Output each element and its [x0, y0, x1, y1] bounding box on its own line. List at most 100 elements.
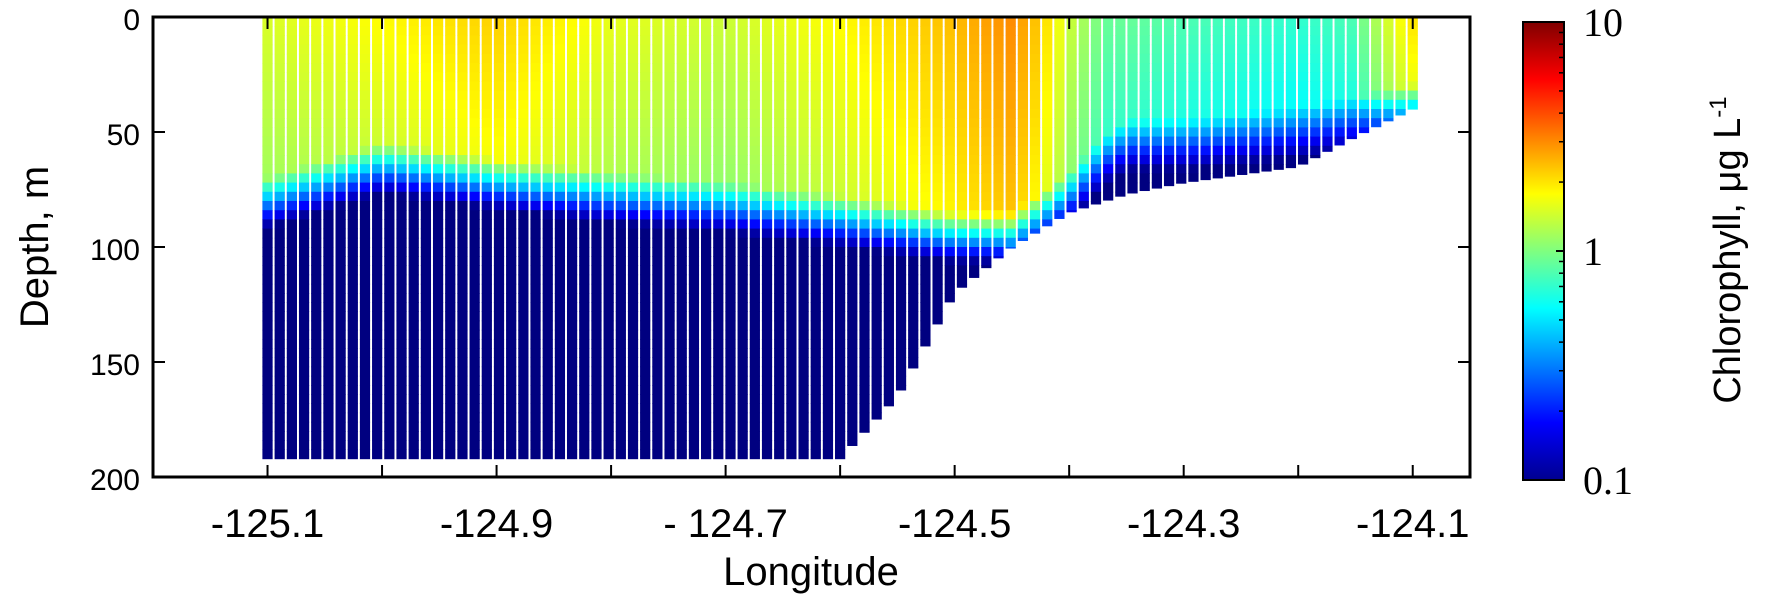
heatmap-cell [1188, 26, 1198, 36]
heatmap-cell [957, 192, 967, 202]
heatmap-cell [530, 394, 540, 404]
heatmap-cell [604, 256, 614, 266]
heatmap-cell [725, 118, 735, 128]
heatmap-cell [628, 81, 638, 91]
heatmap-cell [591, 229, 601, 239]
heatmap-cell [652, 72, 662, 82]
heatmap-cell [1176, 118, 1186, 128]
heatmap-cell [725, 100, 735, 110]
heatmap-cell [372, 348, 382, 358]
heatmap-cell [445, 413, 455, 423]
heatmap-cell [336, 26, 346, 36]
heatmap-cell [738, 330, 748, 340]
heatmap-cell [445, 265, 455, 275]
heatmap-cell [725, 275, 735, 285]
heatmap-cell [1042, 45, 1052, 55]
heatmap-cell [530, 118, 540, 128]
heatmap-cell [1042, 100, 1052, 110]
heatmap-cell [421, 394, 431, 404]
heatmap-cell [762, 192, 772, 202]
heatmap-cell [1213, 118, 1223, 128]
heatmap-cell [896, 63, 906, 73]
heatmap-cell [262, 238, 272, 248]
heatmap-cell [604, 238, 614, 248]
heatmap-cell [1310, 26, 1320, 36]
heatmap-cell [993, 155, 1003, 165]
heatmap-cell [1115, 72, 1125, 82]
heatmap-cell [908, 127, 918, 137]
heatmap-cell [409, 376, 419, 386]
heatmap-cell [445, 348, 455, 358]
heatmap-cell [409, 229, 419, 239]
heatmap-cell [835, 127, 845, 137]
heatmap-cell [445, 339, 455, 349]
heatmap-cell [1359, 127, 1369, 133]
heatmap-cell [409, 413, 419, 423]
heatmap-cell [713, 35, 723, 45]
heatmap-cell [628, 339, 638, 349]
heatmap-cell [555, 201, 565, 211]
heatmap-cell [884, 109, 894, 119]
heatmap-cell [1079, 192, 1089, 202]
heatmap-cell [884, 183, 894, 193]
heatmap-cell [336, 385, 346, 395]
heatmap-cell [847, 431, 857, 441]
heatmap-cell [396, 118, 406, 128]
heatmap-cell [713, 54, 723, 64]
heatmap-cell [713, 413, 723, 423]
heatmap-cell [1201, 164, 1211, 174]
heatmap-cell [677, 265, 687, 275]
heatmap-cell [932, 284, 942, 294]
heatmap-cell [372, 192, 382, 202]
heatmap-cell [494, 302, 504, 312]
heatmap-cell [348, 210, 358, 220]
heatmap-cell [823, 35, 833, 45]
heatmap-cell [786, 219, 796, 229]
heatmap-cell [433, 45, 443, 55]
heatmap-cell [445, 201, 455, 211]
heatmap-cell [1164, 35, 1174, 45]
heatmap-cell [1006, 146, 1016, 156]
heatmap-cell [701, 210, 711, 220]
heatmap-cell [835, 229, 845, 239]
heatmap-cell [530, 449, 540, 459]
heatmap-cell [774, 164, 784, 174]
heatmap-cell [1091, 45, 1101, 55]
heatmap-cell [506, 201, 516, 211]
heatmap-cell [1164, 109, 1174, 119]
heatmap-cell [396, 265, 406, 275]
heatmap-cell [725, 302, 735, 312]
heatmap-cell [384, 183, 394, 193]
heatmap-cell [774, 449, 784, 459]
heatmap-cell [1091, 109, 1101, 119]
heatmap-cell [798, 321, 808, 331]
heatmap-cell [640, 247, 650, 257]
heatmap-cell [336, 247, 346, 257]
heatmap-cell [664, 109, 674, 119]
heatmap-cell [287, 100, 297, 110]
heatmap-cell [1164, 91, 1174, 101]
heatmap-cell [287, 293, 297, 303]
heatmap-cell [518, 155, 528, 165]
heatmap-cell [664, 275, 674, 285]
heatmap-cell [847, 26, 857, 36]
heatmap-cell [1225, 35, 1235, 45]
heatmap-cell [1066, 155, 1076, 165]
heatmap-cell [543, 81, 553, 91]
heatmap-cell [1164, 155, 1174, 165]
heatmap-cell [738, 403, 748, 413]
heatmap-cell [1006, 192, 1016, 202]
heatmap-cell [396, 100, 406, 110]
heatmap-cell [1408, 81, 1418, 91]
heatmap-cell [1066, 164, 1076, 174]
heatmap-cell [908, 35, 918, 45]
heatmap-cell [287, 137, 297, 147]
heatmap-cell [567, 35, 577, 45]
heatmap-cell [932, 302, 942, 312]
heatmap-cell [604, 210, 614, 220]
heatmap-cell [811, 367, 821, 377]
heatmap-cell [762, 256, 772, 266]
heatmap-cell [372, 357, 382, 367]
heatmap-cell [786, 247, 796, 257]
heatmap-cell [896, 173, 906, 183]
